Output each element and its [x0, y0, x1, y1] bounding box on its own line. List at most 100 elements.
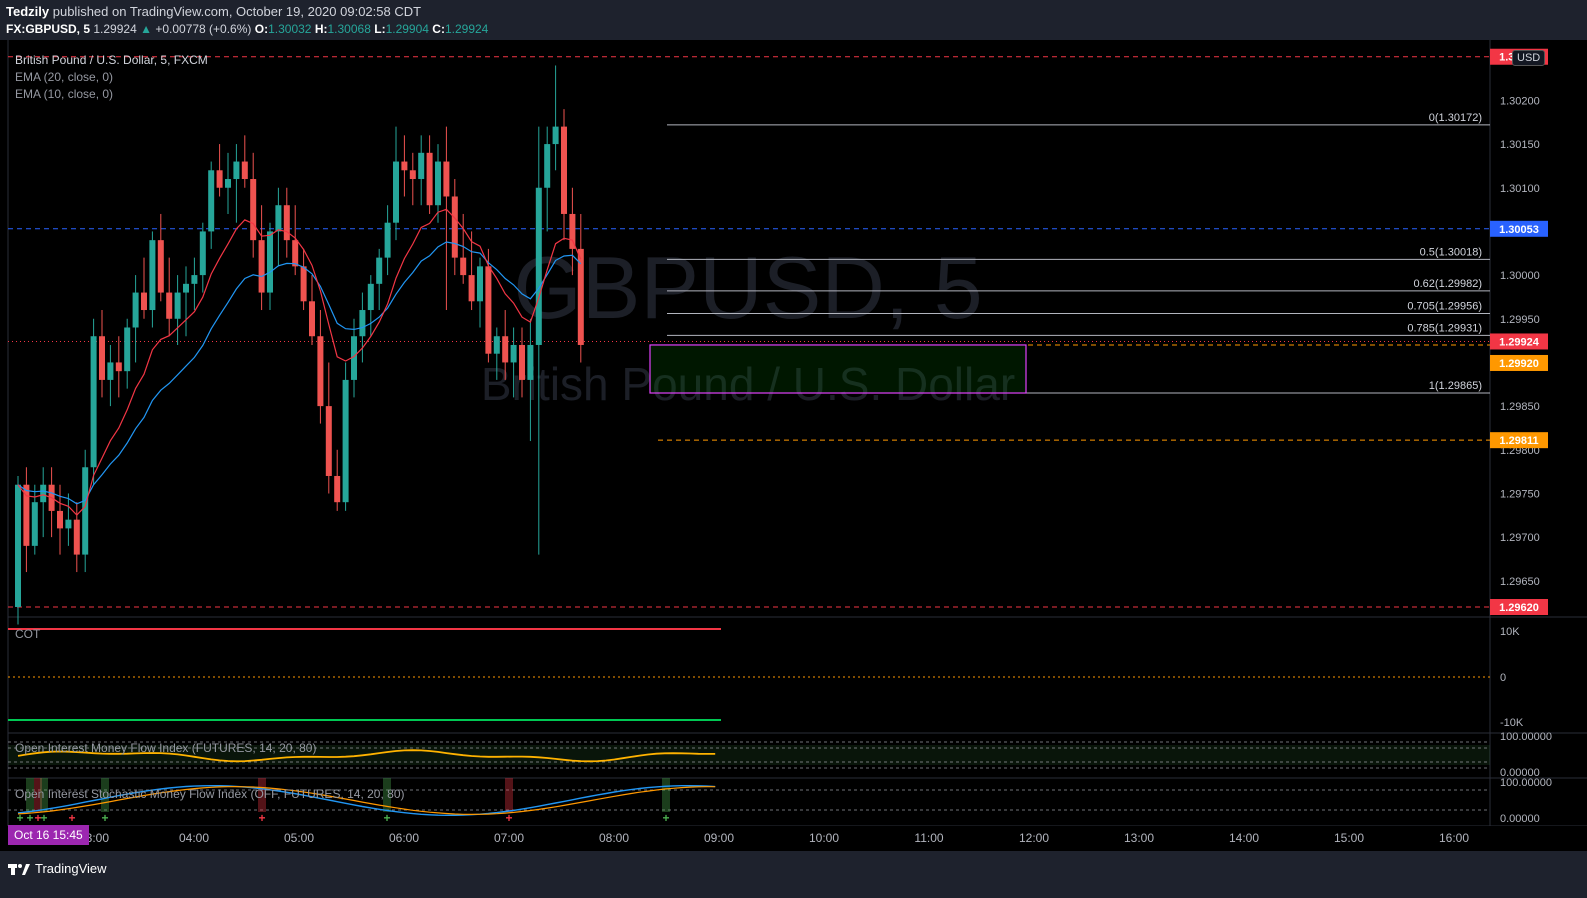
open-value: 1.30032 [268, 22, 312, 36]
candle-body [124, 327, 131, 372]
candle-body [401, 161, 408, 171]
price-label-text: 1.30053 [1499, 224, 1539, 236]
candle-body [409, 170, 416, 180]
candle-body [435, 161, 441, 206]
currency-badge[interactable]: USD [1512, 50, 1546, 66]
x-tick-label: 15:00 [1334, 831, 1364, 845]
stoch-signal-mark: + [68, 811, 75, 825]
price-label-text: 1.29924 [1499, 336, 1540, 348]
price-label-bg [1490, 599, 1548, 615]
candle-body [141, 292, 147, 311]
x-tick-label: 16:00 [1439, 831, 1469, 845]
candle-body [40, 484, 47, 503]
candle-body [107, 362, 114, 380]
crosshair-date-badge: Oct 16 15:45 [8, 825, 89, 845]
candle-body [57, 510, 63, 529]
legend-ema20[interactable]: EMA (20, close, 0) [15, 70, 114, 84]
candle-body [519, 344, 525, 380]
x-tick-label: 06:00 [389, 831, 419, 845]
legend-ema10[interactable]: EMA (10, close, 0) [15, 87, 114, 101]
candle-body [393, 161, 399, 223]
stoch-signal-mark: + [40, 811, 47, 825]
oimfi-line [17, 749, 716, 763]
candle-body [275, 205, 282, 232]
candle-body [325, 406, 332, 476]
candle-body [561, 126, 567, 214]
fib-level-label: 0.5(1.30018) [1420, 246, 1482, 258]
candle-body [250, 179, 257, 241]
x-tick-label: 04:00 [179, 831, 209, 845]
tradingview-logo[interactable]: TradingView [8, 861, 107, 876]
candle-body [535, 187, 542, 345]
x-tick-label: 09:00 [704, 831, 734, 845]
price-label: 1.30053 [1490, 220, 1548, 237]
y-tick-label: 1.29700 [1500, 532, 1540, 544]
candle-body [317, 336, 324, 407]
price-label-text: 1.29620 [1499, 602, 1539, 614]
fib-level-label: 0(1.30172) [1429, 112, 1482, 124]
stoch-signal-bar [26, 778, 34, 812]
oimfi-y-tick: 100.00000 [1500, 731, 1552, 743]
footer-bar: TradingView [0, 851, 1587, 898]
y-tick-label: 1.30100 [1500, 183, 1540, 195]
y-tick-label: 1.29850 [1500, 401, 1540, 413]
x-tick-label: 13:00 [1124, 831, 1154, 845]
x-tick-label: 10:00 [809, 831, 839, 845]
candle-body [183, 283, 189, 293]
author-name[interactable]: Tedzily [6, 4, 50, 19]
up-arrow-icon: ▲ [140, 22, 152, 36]
candle-body [309, 301, 315, 337]
stoch-signal-bar [505, 778, 513, 812]
publish-info: Tedzily published on TradingView.com, Oc… [6, 4, 421, 19]
price-label-bg [1490, 354, 1548, 371]
candle-body [477, 266, 483, 302]
tradingview-icon [8, 863, 30, 875]
price-label-text: 1.29920 [1499, 358, 1539, 370]
candle-body [577, 248, 584, 345]
candle-body [216, 170, 223, 188]
legend-oimfi[interactable]: Open Interest Money Flow Index (FUTURES,… [15, 741, 317, 755]
demand-zone [649, 344, 1027, 394]
symbol-label: FX:GBPUSD, 5 [6, 22, 91, 36]
candle-body [376, 257, 383, 284]
oimfi-band [8, 745, 1490, 765]
low-value: 1.29904 [385, 22, 429, 36]
candle-body [527, 344, 534, 380]
stoch-signal-mark: + [34, 811, 41, 825]
legend-oistoch[interactable]: Open Interest Stochastic Money Flow Inde… [15, 787, 405, 801]
cot-y-tick: 0 [1500, 672, 1506, 684]
candle-body [166, 292, 173, 319]
ema10-line [17, 208, 582, 516]
close-value: 1.29924 [444, 22, 489, 36]
y-tick-label: 1.29750 [1500, 488, 1540, 500]
candle-body [334, 475, 341, 503]
oimfi-y-tick: 0.00000 [1500, 767, 1540, 779]
change-value: +0.00778 (+0.6%) [155, 22, 252, 36]
stoch-k-line [17, 785, 716, 816]
x-tick-label: 14:00 [1229, 831, 1259, 845]
y-tick-label: 1.29950 [1500, 314, 1540, 326]
cot-y-tick: -10K [1500, 717, 1524, 729]
symbol-info: FX:GBPUSD, 5 1.29924 ▲ +0.00778 (+0.6%) … [6, 22, 488, 36]
candle-body [351, 336, 357, 380]
candle-body [132, 292, 139, 328]
candle-body [342, 379, 349, 503]
price-label: 1.29920 [1490, 354, 1548, 371]
price-label-bg [1490, 220, 1548, 237]
candle-body [384, 222, 391, 258]
candle-body [426, 152, 433, 206]
stoch-signal-bar [258, 778, 266, 812]
price-label: 1.29620 [1490, 599, 1548, 615]
y-tick-label: 1.30000 [1500, 270, 1540, 282]
chart-background [0, 40, 1587, 851]
stoch-signal-mark: + [101, 811, 108, 825]
fib-level-label: 0.62(1.29982) [1414, 278, 1483, 290]
candle-body [115, 362, 122, 372]
price-label: 1.29924 [1490, 333, 1548, 350]
legend-cot[interactable]: COT [15, 627, 41, 641]
candle-body [510, 344, 517, 363]
y-tick-label: 1.29650 [1500, 576, 1540, 588]
candle-body [502, 336, 509, 363]
x-tick-label: 08:00 [599, 831, 629, 845]
